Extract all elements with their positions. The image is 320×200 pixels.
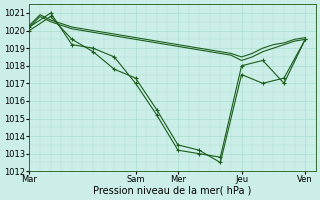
- X-axis label: Pression niveau de la mer( hPa ): Pression niveau de la mer( hPa ): [93, 186, 252, 196]
